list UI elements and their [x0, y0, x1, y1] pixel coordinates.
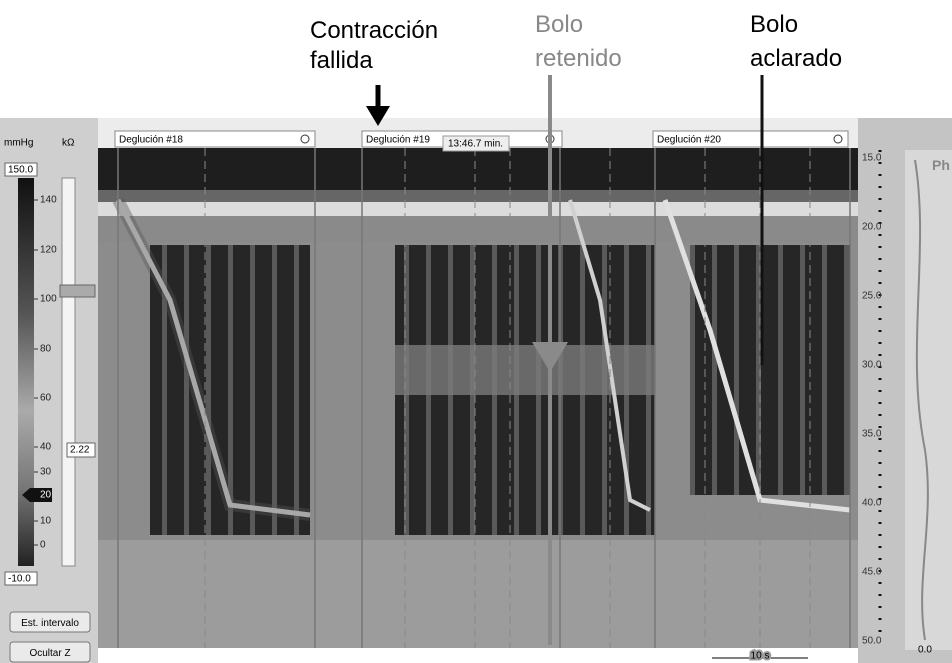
- impedance-slider[interactable]: [62, 178, 75, 566]
- screenshot: Contracción fallida Bolo retenido Bolo a…: [0, 0, 952, 663]
- button-label: Est. intervalo: [21, 618, 79, 629]
- position-label: 15.0: [862, 153, 882, 164]
- scale-label: 0: [40, 540, 46, 551]
- scale-label: 40: [40, 442, 52, 453]
- annotation: Contracción: [310, 17, 438, 44]
- unit: mmHg: [4, 138, 33, 149]
- position-label: 40.0: [862, 498, 882, 509]
- position-label: 50.0: [862, 636, 882, 647]
- annotation: Bolo: [750, 11, 798, 38]
- position-label: 45.0: [862, 567, 882, 578]
- color-bar: [18, 178, 34, 566]
- impedance-value: 2.22: [70, 445, 90, 456]
- bottom-value: 0.0: [918, 645, 932, 656]
- annotation: retenido: [535, 45, 622, 72]
- position-label: 35.0: [862, 429, 882, 440]
- button-label: Ocultar Z: [29, 648, 70, 659]
- annotation: aclarado: [750, 45, 842, 72]
- scale-label: 120: [40, 245, 57, 256]
- position-label: 25.0: [862, 291, 882, 302]
- panel-title: Ph: [932, 157, 950, 173]
- max-label: 150.0: [8, 165, 33, 176]
- scale-label: 100: [40, 294, 57, 305]
- right-panel: Ph 15.0 20.0 25.0 30.0 35.0 40.0 45.0 50.0 0.0: [858, 118, 952, 663]
- scale-label: 80: [40, 344, 52, 355]
- scale-label: 60: [40, 393, 52, 404]
- time-scale-label: 10 s: [751, 651, 770, 662]
- swallow-time: 13:46.7 min.: [448, 139, 503, 150]
- annotation: fallida: [310, 47, 373, 74]
- scale-label: 20: [40, 490, 52, 501]
- min-label: -10.0: [8, 574, 31, 585]
- swallow-label: Deglución #18: [119, 135, 183, 146]
- scale-label: 10: [40, 516, 52, 527]
- scale-label: 30: [40, 467, 52, 478]
- swallow-label: Deglución #19: [366, 135, 430, 146]
- annotation: Bolo: [535, 11, 583, 38]
- unit: kΩ: [62, 138, 75, 149]
- position-label: 30.0: [862, 360, 882, 371]
- annotations: Contracción fallida Bolo retenido Bolo a…: [310, 11, 842, 74]
- heatmap: [98, 148, 858, 648]
- position-label: 20.0: [862, 222, 882, 233]
- swallow-label: Deglución #20: [657, 135, 721, 146]
- scale-label: 140: [40, 195, 57, 206]
- slider-handle[interactable]: [60, 285, 95, 297]
